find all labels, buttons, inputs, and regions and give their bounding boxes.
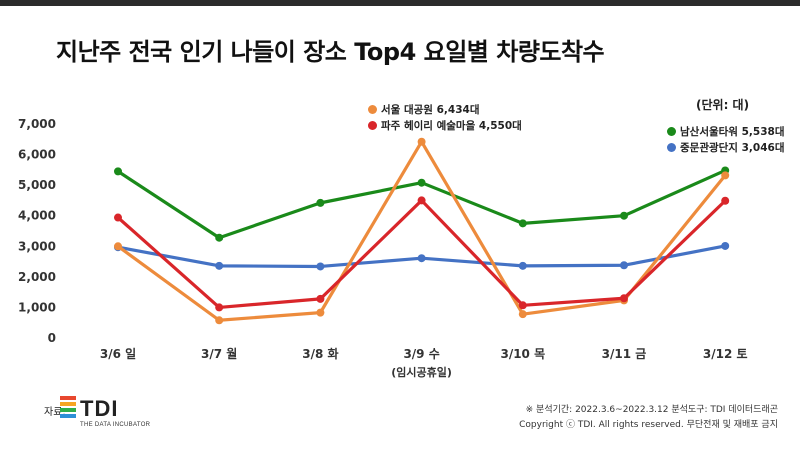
x-tick-sublabel: (임시공휴일) (391, 365, 452, 379)
y-tick-label: 7,000 (18, 117, 56, 131)
data-point (620, 211, 628, 220)
legend-dot (368, 121, 377, 130)
data-point (417, 196, 426, 205)
data-point (620, 294, 628, 303)
legend-item: 파주 헤이리 예술마을 4,550대 (368, 118, 522, 134)
logo-subtitle: THE DATA INCUBATOR (80, 422, 151, 428)
data-point (721, 196, 730, 205)
data-point (316, 308, 325, 317)
x-tick-label: 3/8 화 (302, 346, 338, 361)
data-point (215, 303, 224, 312)
legend-item: 중문관광단지 3,046대 (667, 140, 785, 156)
data-point (316, 198, 325, 207)
y-tick-label: 3,000 (18, 239, 56, 253)
copyright-note: Copyright ⓒ TDI. All rights reserved. 무단… (519, 420, 778, 430)
legend-right: 남산서울타워 5,538대 중문관광단지 3,046대 (667, 124, 785, 156)
data-point (417, 178, 426, 187)
data-point (417, 254, 426, 263)
tdi-logo-icon (60, 396, 76, 418)
data-point (518, 219, 527, 228)
y-tick-label: 0 (48, 331, 56, 345)
x-tick-label: 3/11 금 (602, 347, 647, 361)
data-point (417, 137, 426, 146)
legend-label: 파주 헤이리 예술마을 4,550대 (381, 120, 522, 132)
data-point (316, 294, 325, 303)
unit-label: (단위: 대) (696, 98, 750, 112)
data-point (721, 241, 730, 250)
x-tick-label: 3/9 수 (403, 347, 439, 361)
legend-dot (368, 105, 377, 114)
legend-label: 중문관광단지 3,046대 (680, 142, 785, 154)
y-tick-label: 6,000 (18, 148, 56, 162)
data-point (316, 262, 325, 271)
chart-title: 지난주 전국 인기 나들이 장소 Top4 요일별 차량도착수 (56, 38, 605, 66)
x-tick-label: 3/10 목 (500, 347, 545, 361)
x-tick-label: 3/6 일 (100, 347, 136, 361)
series-line (116, 198, 727, 310)
y-tick-label: 4,000 (18, 209, 56, 223)
y-tick-label: 2,000 (18, 270, 56, 284)
legend-item: 서울 대공원 6,434대 (368, 102, 522, 118)
data-point (114, 213, 122, 222)
legend-label: 서울 대공원 6,434대 (381, 104, 480, 116)
data-point (518, 261, 527, 270)
data-point (114, 167, 122, 176)
data-point (721, 171, 730, 180)
logo-text: TDI (80, 396, 119, 421)
data-point (215, 316, 224, 325)
legend-item: 남산서울타워 5,538대 (667, 124, 785, 140)
data-point (215, 261, 224, 270)
x-tick-label: 3/7 월 (201, 346, 237, 361)
legend-left: 서울 대공원 6,434대 파주 헤이리 예술마을 4,550대 (368, 102, 522, 134)
data-point (114, 242, 122, 251)
legend-label: 남산서울타워 5,538대 (680, 126, 785, 138)
data-point (518, 301, 527, 310)
analysis-note: ※ 분석기간: 2022.3.6~2022.3.12 분석도구: TDI 데이터… (525, 405, 778, 415)
data-point (518, 310, 527, 319)
x-tick-label: 3/12 토 (703, 347, 748, 361)
data-point (620, 261, 628, 270)
legend-dot (667, 143, 676, 152)
data-point (215, 233, 224, 242)
source-label: 자료: (44, 407, 66, 418)
top-bar (0, 0, 800, 6)
legend-dot (667, 127, 676, 136)
y-tick-label: 1,000 (18, 300, 56, 314)
y-tick-label: 5,000 (18, 178, 56, 192)
